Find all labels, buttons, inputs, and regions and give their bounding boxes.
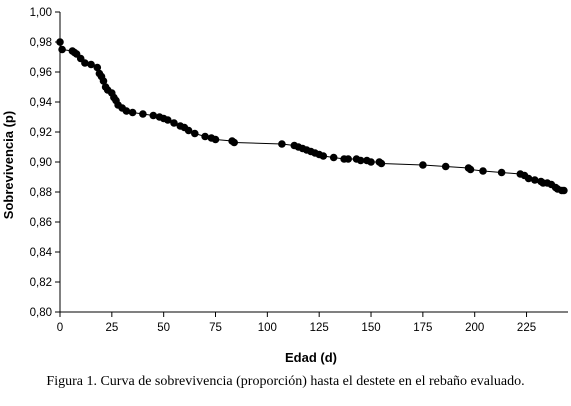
- y-tick-label: 0,90: [30, 157, 52, 169]
- data-point: [319, 152, 328, 160]
- y-tick-label: 0,94: [30, 97, 53, 109]
- data-series: [56, 38, 568, 195]
- y-tick-label: 0,88: [30, 187, 52, 199]
- x-axis-title: Edad (d): [285, 350, 337, 365]
- data-point: [191, 129, 199, 138]
- data-point: [497, 168, 506, 177]
- data-point: [58, 45, 66, 54]
- x-tick-label: 0: [57, 322, 63, 334]
- data-point: [81, 59, 89, 67]
- data-point: [377, 159, 386, 168]
- x-tick-label: 100: [258, 322, 277, 334]
- y-tick-label: 0,86: [30, 217, 52, 229]
- data-point: [230, 138, 238, 147]
- data-point: [560, 186, 568, 195]
- data-point: [441, 162, 450, 171]
- data-point: [531, 176, 539, 184]
- data-point: [524, 174, 533, 183]
- data-point: [367, 158, 375, 166]
- y-tick-label: 0,82: [30, 277, 52, 289]
- x-tick-label: 225: [517, 322, 536, 334]
- data-point: [329, 153, 338, 162]
- data-point: [93, 63, 102, 72]
- data-point: [419, 161, 427, 169]
- series-line: [59, 41, 564, 191]
- x-tick-label: 200: [465, 322, 484, 334]
- x-tick-label: 50: [157, 322, 170, 334]
- data-point: [201, 132, 209, 141]
- data-point: [344, 155, 353, 163]
- data-point: [87, 60, 95, 69]
- data-point: [278, 140, 286, 148]
- data-point: [211, 135, 220, 144]
- chart-axes: [59, 12, 568, 313]
- x-tick-label: 25: [105, 322, 118, 334]
- figure-caption: Figura 1. Curva de sobrevivencia (propor…: [46, 374, 525, 389]
- x-tick-label: 150: [361, 322, 380, 334]
- y-tick-label: 0,80: [30, 307, 52, 319]
- data-point: [122, 107, 131, 115]
- data-point: [99, 77, 108, 85]
- x-axis-ticks: 0 25 50 75 100 125 150 175 200 225: [57, 312, 536, 334]
- data-point: [164, 116, 172, 124]
- data-point: [128, 108, 137, 117]
- x-tick-label: 175: [413, 322, 432, 334]
- y-tick-label: 0,92: [30, 127, 52, 139]
- data-point: [170, 119, 178, 127]
- data-point: [356, 156, 365, 165]
- x-tick-label: 125: [310, 322, 329, 334]
- y-tick-label: 0,96: [30, 67, 52, 79]
- data-point: [139, 110, 147, 118]
- data-point: [149, 111, 158, 120]
- y-tick-label: 0,84: [30, 247, 53, 259]
- y-axis-title: Sobrevivencia (p): [1, 111, 16, 219]
- data-point: [56, 38, 64, 46]
- y-axis-ticks: 0,80 0,82 0,84 0,86 0,88 0,90 0,92 0,94 0,96 0,98…: [30, 7, 60, 319]
- x-tick-label: 75: [209, 322, 222, 334]
- y-tick-label: 1,00: [30, 7, 52, 19]
- data-point: [184, 126, 193, 135]
- data-point: [479, 167, 487, 175]
- y-tick-label: 0,98: [30, 37, 52, 49]
- data-point: [466, 165, 475, 174]
